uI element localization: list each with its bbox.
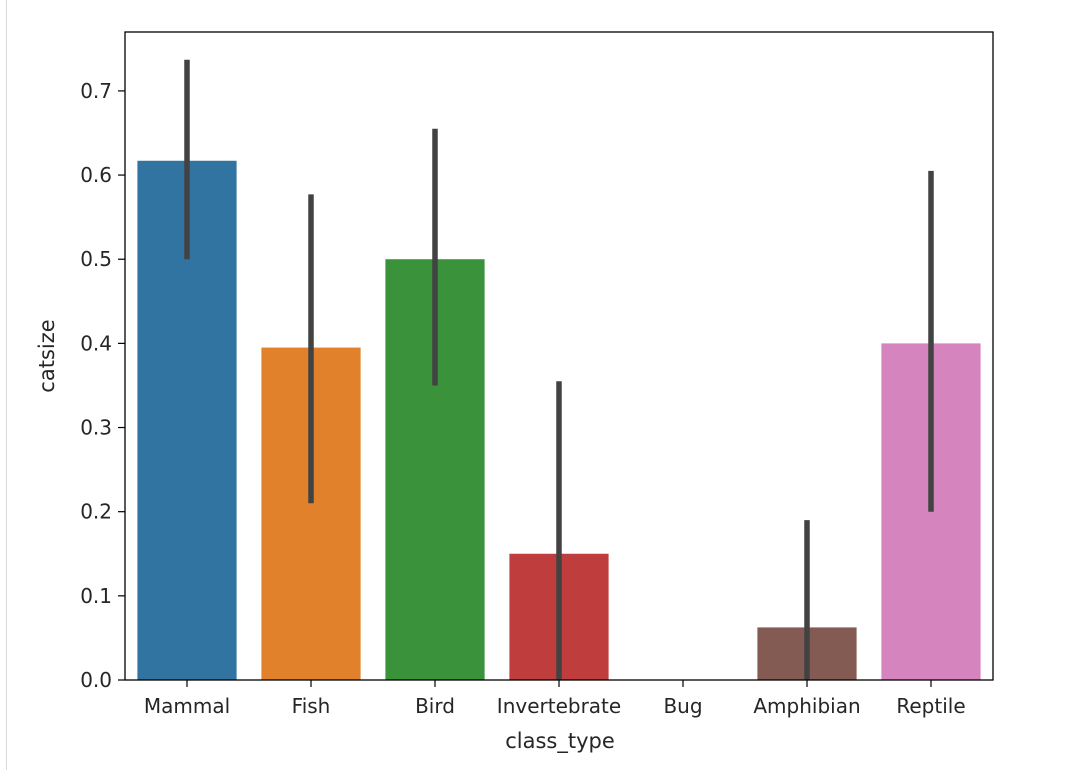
y-axis-label: catsize: [35, 319, 59, 392]
x-axis-label: class_type: [505, 729, 615, 754]
x-tick-label-bird: Bird: [415, 694, 455, 718]
x-tick-label-bug: Bug: [663, 694, 702, 718]
y-tick-label: 0.7: [80, 79, 112, 103]
y-tick-label: 0.2: [80, 500, 112, 524]
error-bars-group: [184, 59, 934, 680]
y-tick-label: 0.3: [80, 416, 112, 440]
y-tick-label: 0.6: [80, 163, 112, 187]
cell-left-border: [0, 0, 7, 770]
y-ticks-group: 0.0 0.1 0.2 0.3 0.4 0.5 0.6 0.7: [80, 79, 125, 692]
y-tick-label: 0.5: [80, 247, 112, 271]
x-tick-label-reptile: Reptile: [896, 694, 965, 718]
x-tick-label-mammal: Mammal: [144, 694, 230, 718]
y-tick-label: 0.0: [80, 668, 112, 692]
x-tick-label-invertebrate: Invertebrate: [497, 694, 621, 718]
y-tick-label: 0.4: [80, 331, 112, 355]
y-tick-label: 0.1: [80, 584, 112, 608]
x-ticks-group: Mammal Fish Bird Invertebrate Bug Amphibian Re…: [144, 680, 966, 718]
x-tick-label-amphibian: Amphibian: [753, 694, 860, 718]
x-tick-label-fish: Fish: [292, 694, 331, 718]
